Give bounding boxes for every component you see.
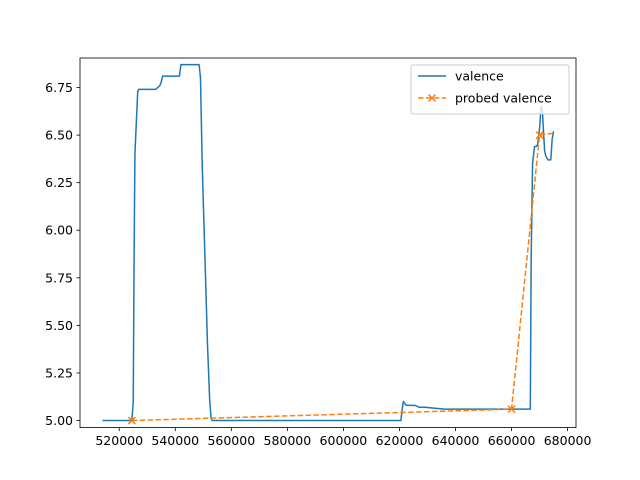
data-point-probed-valence: [507, 405, 516, 414]
x-tick-label: 620000: [376, 433, 424, 448]
x-tick-label: 540000: [151, 433, 199, 448]
x-tick-label: 680000: [544, 433, 592, 448]
legend-label-probed-valence: probed valence: [455, 91, 552, 106]
series-line-probed-valence: [131, 132, 554, 422]
y-tick-label: 5.00: [45, 413, 73, 428]
x-tick-label: 640000: [432, 433, 480, 448]
x-tick-label: 600000: [320, 433, 368, 448]
y-tick-label: 6.00: [45, 223, 73, 238]
y-tick-label: 5.75: [45, 270, 73, 285]
x-tick-label: 580000: [264, 433, 312, 448]
series-line-valence: [102, 63, 555, 422]
x-tick-label: 660000: [488, 433, 536, 448]
data-point-probed-valence: [127, 416, 136, 425]
x-axis: 520000 540000 560000 580000 600000 620000 6400…: [95, 427, 592, 448]
y-tick-label: 5.25: [45, 365, 73, 380]
data-point-probed-valence: [535, 131, 544, 140]
legend-label-valence: valence: [455, 69, 504, 84]
y-tick-label: 5.50: [45, 318, 73, 333]
x-tick-label: 560000: [207, 433, 255, 448]
y-tick-label: 6.75: [45, 80, 73, 95]
y-tick-label: 6.50: [45, 128, 73, 143]
plot-frame: [79, 57, 577, 429]
legend: valence probed valence: [410, 64, 570, 115]
y-tick-label: 6.25: [45, 175, 73, 190]
legend-marker-probed-valence: [427, 93, 437, 103]
series-layer: [102, 63, 555, 425]
y-axis: 5.00 5.25 5.50 5.75 6.00 6.25 6.50 6.75: [45, 80, 80, 428]
x-tick-label: 520000: [95, 433, 143, 448]
legend-frame: [410, 64, 570, 115]
